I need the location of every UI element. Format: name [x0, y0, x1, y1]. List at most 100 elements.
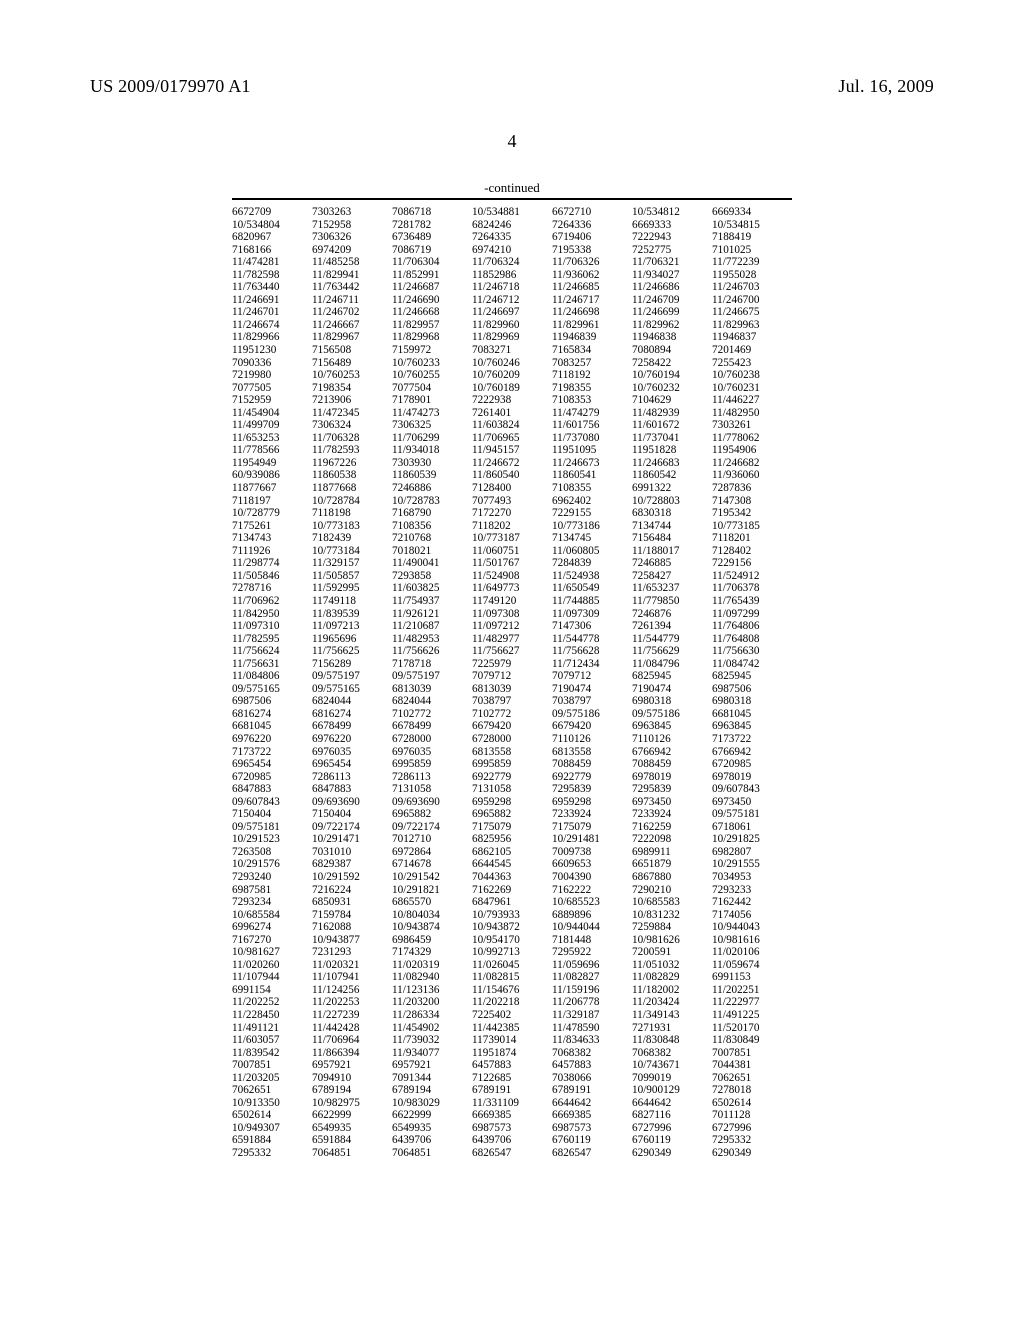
ref-cell: 10/760233: [392, 357, 472, 370]
ref-cell: 11/706321: [632, 256, 712, 269]
ref-cell: 10/291523: [232, 833, 312, 846]
ref-cell: 7175079: [552, 821, 632, 834]
ref-cell: 11/706378: [712, 582, 792, 595]
table-row: 11/60305711/70696411/7390321173901411/83…: [232, 1034, 792, 1047]
ref-cell: 11/286334: [392, 1009, 472, 1022]
ref-cell: 7278018: [712, 1084, 792, 1097]
ref-cell: 09/722174: [392, 821, 472, 834]
ref-cell: 11/829966: [232, 331, 312, 344]
ref-cell: 10/760246: [472, 357, 552, 370]
ref-cell: 6957921: [392, 1059, 472, 1072]
ref-cell: 11946839: [552, 331, 632, 344]
ref-cell: 7246876: [632, 608, 712, 621]
ref-cell: 10/728779: [232, 507, 312, 520]
ref-cell: 11/474281: [232, 256, 312, 269]
ref-cell: 6965454: [312, 758, 392, 771]
ref-cell: 11/246711: [312, 294, 392, 307]
ref-cell: 7009738: [552, 846, 632, 859]
table-row: 729324010/29159210/291542704436370043906…: [232, 871, 792, 884]
ref-cell: 11/203200: [392, 996, 472, 1009]
ref-cell: 7306325: [392, 419, 472, 432]
ref-cell: 11/246675: [712, 306, 792, 319]
table-row: 11/82996611/82996711/82996811/8299691194…: [232, 331, 792, 344]
ref-cell: 11/706326: [552, 256, 632, 269]
ref-cell: 7295922: [552, 946, 632, 959]
ref-cell: 7188419: [712, 231, 792, 244]
ref-cell: 6824044: [312, 695, 392, 708]
ref-cell: 6976035: [312, 746, 392, 759]
ref-cell: 6991154: [232, 984, 312, 997]
table-row: 729323468509316865570684796110/68552310/…: [232, 896, 792, 909]
ref-cell: 10/728783: [392, 495, 472, 508]
ref-cell: 11/829960: [472, 319, 552, 332]
ref-cell: 7246885: [632, 557, 712, 570]
ref-cell: 11/246672: [472, 457, 552, 470]
table-row: 11/08480609/57519709/5751977079712707971…: [232, 670, 792, 683]
table-row: 1195123071565087159972708327171658347080…: [232, 344, 792, 357]
ref-cell: 09/575181: [712, 808, 792, 821]
ref-cell: 11/246698: [552, 306, 632, 319]
ref-cell: 11/154676: [472, 984, 552, 997]
ref-cell: 11/829963: [712, 319, 792, 332]
table-row: 6591884659188464397066439706676011967601…: [232, 1134, 792, 1147]
ref-cell: 7261401: [472, 407, 552, 420]
table-row: 717526110/7731837108356711820210/7731867…: [232, 520, 792, 533]
ref-cell: 11/474279: [552, 407, 632, 420]
ref-cell: 11/782598: [232, 269, 312, 282]
ref-cell: 6974210: [472, 244, 552, 257]
ref-cell: 7068382: [552, 1047, 632, 1060]
ref-cell: 6728000: [472, 733, 552, 746]
ref-cell: 7122685: [472, 1072, 552, 1085]
ref-cell: 7258422: [632, 357, 712, 370]
ref-cell: 11877668: [312, 482, 392, 495]
ref-cell: 10/983029: [392, 1097, 472, 1110]
table-row: 10/5348047152958728178268242467264336666…: [232, 219, 792, 232]
ref-cell: 7083257: [552, 357, 632, 370]
ref-cell: 7094910: [312, 1072, 392, 1085]
ref-cell: 10/992713: [472, 946, 552, 959]
ref-cell: 6728000: [392, 733, 472, 746]
ref-cell: 6789191: [472, 1084, 552, 1097]
page-header: US 2009/0179970 A1 Jul. 16, 2009: [90, 76, 934, 97]
ref-cell: 6980318: [632, 695, 712, 708]
continuation-table: -continued 66727097303263708671810/53488…: [232, 180, 792, 1160]
ref-cell: 10/291825: [712, 833, 792, 846]
ref-cell: 7088459: [552, 758, 632, 771]
ref-cell: 11/779850: [632, 595, 712, 608]
ref-cell: 7175261: [232, 520, 312, 533]
ref-cell: 7246886: [392, 482, 472, 495]
ref-cell: 11/934027: [632, 269, 712, 282]
ref-cell: 7134743: [232, 532, 312, 545]
ref-cell: 11/442428: [312, 1022, 392, 1035]
ref-cell: 11/756625: [312, 645, 392, 658]
ref-cell: 11/482950: [712, 407, 792, 420]
ref-cell: 6651879: [632, 858, 712, 871]
ref-cell: 11/472345: [312, 407, 392, 420]
ref-cell: 11946838: [632, 331, 712, 344]
ref-cell: 11/182002: [632, 984, 712, 997]
ref-cell: 10/943874: [392, 921, 472, 934]
ref-cell: 11/829957: [392, 319, 472, 332]
ref-cell: 6672709: [232, 206, 312, 219]
ref-cell: 11/329157: [312, 557, 392, 570]
ref-cell: 7110126: [632, 733, 712, 746]
ref-cell: 11/756631: [232, 658, 312, 671]
table-row: 6681045667849966784996679420667942069638…: [232, 720, 792, 733]
ref-cell: 11/603825: [392, 582, 472, 595]
ref-cell: 7147308: [712, 495, 792, 508]
table-row: 11/75662411/75662511/75662611/75662711/7…: [232, 645, 792, 658]
ref-cell: 11/202251: [712, 984, 792, 997]
ref-cell: 7173722: [232, 746, 312, 759]
ref-cell: 11/839542: [232, 1047, 312, 1060]
ref-cell: 11/653237: [632, 582, 712, 595]
ref-cell: 11/764806: [712, 620, 792, 633]
ref-cell: 7162088: [312, 921, 392, 934]
ref-cell: 10/760194: [632, 369, 712, 382]
ref-cell: 11739014: [472, 1034, 552, 1047]
table-row: 7007851695792169579216457883645788310/74…: [232, 1059, 792, 1072]
table-row: 11/2032057094910709134471226857038066709…: [232, 1072, 792, 1085]
ref-cell: 10/773184: [312, 545, 392, 558]
ref-cell: 11/524938: [552, 570, 632, 583]
ref-cell: 10/534812: [632, 206, 712, 219]
ref-cell: 6549935: [312, 1122, 392, 1135]
